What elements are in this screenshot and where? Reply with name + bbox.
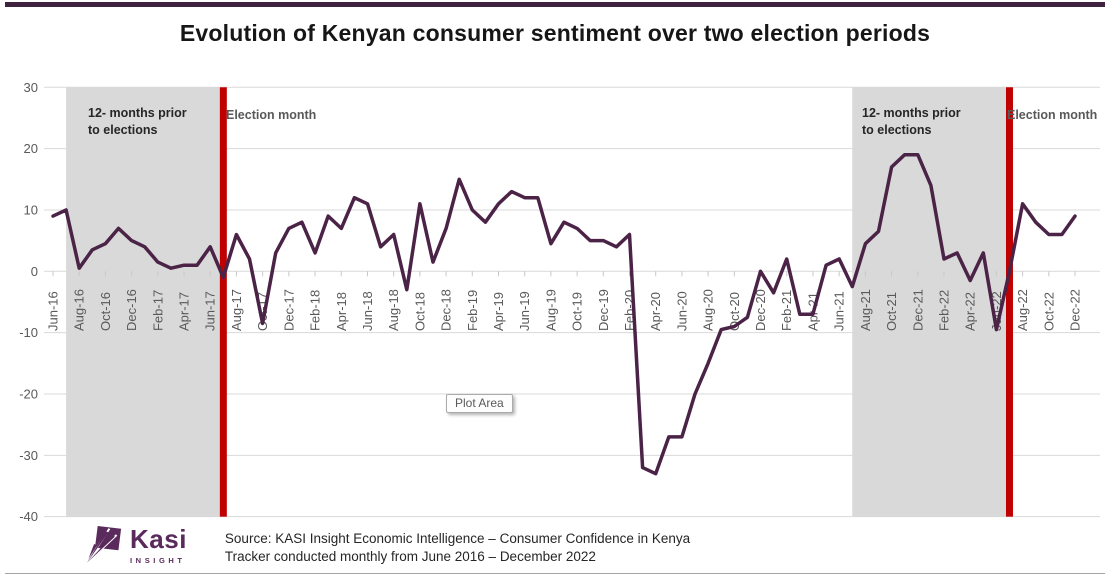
svg-text:Jun-19: Jun-19 <box>517 291 532 331</box>
svg-text:Oct-20: Oct-20 <box>727 292 742 331</box>
svg-text:20: 20 <box>24 141 38 156</box>
svg-text:Oct-21: Oct-21 <box>884 292 899 331</box>
kasi-logo-icon <box>86 526 122 564</box>
svg-text:Jun-17: Jun-17 <box>203 291 218 331</box>
svg-text:Dec-19: Dec-19 <box>596 289 611 331</box>
svg-text:Aug-21: Aug-21 <box>858 289 873 331</box>
svg-text:Dec-18: Dec-18 <box>439 289 454 331</box>
svg-text:Dec-22: Dec-22 <box>1068 289 1083 331</box>
svg-text:Feb-20: Feb-20 <box>622 290 637 331</box>
svg-text:Jun-22: Jun-22 <box>989 291 1004 331</box>
election-month-label-2022: Election month <box>1007 108 1098 122</box>
svg-text:Aug-22: Aug-22 <box>1015 289 1030 331</box>
bottom-divider <box>5 573 1105 574</box>
svg-text:10: 10 <box>24 202 38 217</box>
pre-election-band-label-2017: 12- months prior to elections <box>88 106 187 137</box>
source-line-2: Tracker conducted monthly from June 2016… <box>224 549 596 564</box>
svg-text:Dec-21: Dec-21 <box>910 289 925 331</box>
svg-text:Aug-19: Aug-19 <box>543 289 558 331</box>
svg-text:Oct-16: Oct-16 <box>98 292 113 331</box>
kasi-logo-subtext: INSIGHT <box>130 556 186 565</box>
svg-text:Aug-16: Aug-16 <box>72 289 87 331</box>
svg-text:Jun-18: Jun-18 <box>360 291 375 331</box>
svg-text:Apr-18: Apr-18 <box>334 292 349 331</box>
svg-text:-10: -10 <box>19 325 38 340</box>
svg-text:Apr-20: Apr-20 <box>648 292 663 331</box>
svg-text:Oct-18: Oct-18 <box>412 292 427 331</box>
election-month-label-2017: Election month <box>226 108 317 122</box>
pre-election-band-label-2022: 12- months prior to elections <box>862 106 961 137</box>
svg-text:Aug-18: Aug-18 <box>386 289 401 331</box>
svg-text:Jun-21: Jun-21 <box>832 291 847 331</box>
svg-text:Oct-19: Oct-19 <box>570 292 585 331</box>
plot-area-tooltip: Plot Area <box>446 394 513 413</box>
svg-text:Aug-20: Aug-20 <box>701 289 716 331</box>
svg-text:Feb-21: Feb-21 <box>779 290 794 331</box>
svg-text:Aug-17: Aug-17 <box>229 289 244 331</box>
svg-text:-40: -40 <box>19 509 38 524</box>
top-accent-bar <box>5 2 1105 7</box>
kasi-logo: Kasi INSIGHT <box>86 524 187 565</box>
svg-text:Dec-20: Dec-20 <box>753 289 768 331</box>
svg-text:Feb-17: Feb-17 <box>150 290 165 331</box>
svg-text:Oct-17: Oct-17 <box>255 292 270 331</box>
svg-text:Feb-18: Feb-18 <box>308 290 323 331</box>
source-line-1: Source: KASI Insight Economic Intelligen… <box>224 531 691 546</box>
svg-text:Dec-17: Dec-17 <box>281 289 296 331</box>
svg-text:Jun-16: Jun-16 <box>46 291 61 331</box>
source-note: Source: KASI Insight Economic Intelligen… <box>225 524 690 566</box>
svg-text:Apr-21: Apr-21 <box>805 292 820 331</box>
svg-text:30: 30 <box>24 80 38 95</box>
svg-text:Apr-22: Apr-22 <box>963 292 978 331</box>
svg-text:Apr-17: Apr-17 <box>177 292 192 331</box>
svg-text:0: 0 <box>31 264 38 279</box>
svg-text:Jun-20: Jun-20 <box>674 291 689 331</box>
svg-text:Feb-22: Feb-22 <box>936 290 951 331</box>
chart-title: Evolution of Kenyan consumer sentiment o… <box>179 20 931 46</box>
svg-text:Oct-22: Oct-22 <box>1041 292 1056 331</box>
footer: Kasi INSIGHT Source: KASI Insight Econom… <box>86 524 690 566</box>
svg-text:Dec-16: Dec-16 <box>124 289 139 331</box>
svg-text:Feb-19: Feb-19 <box>465 290 480 331</box>
kasi-logo-wordmark: Kasi <box>130 524 187 554</box>
svg-text:-20: -20 <box>19 386 38 401</box>
svg-text:Apr-19: Apr-19 <box>491 292 506 331</box>
svg-text:-30: -30 <box>19 448 38 463</box>
